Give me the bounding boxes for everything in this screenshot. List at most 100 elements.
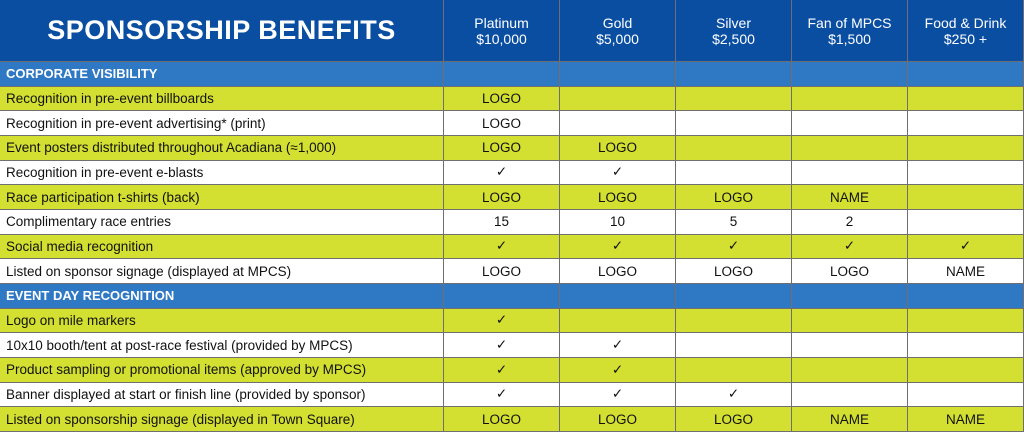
tier-name: Platinum xyxy=(474,14,529,31)
benefit-value: ✓ xyxy=(560,333,676,358)
benefit-value: ✓ xyxy=(560,234,676,260)
benefit-value: LOGO xyxy=(444,86,560,112)
benefit-value xyxy=(908,86,1024,112)
section-header-cell xyxy=(560,283,676,309)
benefit-value: LOGO xyxy=(444,407,560,432)
benefit-value: LOGO xyxy=(676,407,792,432)
section-header-cell xyxy=(444,62,560,87)
benefit-value xyxy=(676,86,792,112)
benefit-value xyxy=(908,382,1024,408)
benefit-value: ✓ xyxy=(444,160,560,186)
benefit-value xyxy=(908,357,1024,383)
benefit-value xyxy=(908,185,1024,210)
benefit-label: Social media recognition xyxy=(0,234,444,260)
section-header-cell xyxy=(792,62,908,87)
benefit-value: 2 xyxy=(792,209,908,235)
tier-price: $10,000 xyxy=(476,30,527,47)
tier-price: $250 + xyxy=(943,30,988,47)
benefit-value: LOGO xyxy=(444,259,560,284)
benefit-value xyxy=(792,382,908,408)
benefit-value xyxy=(676,135,792,161)
benefit-value xyxy=(908,160,1024,186)
tier-name: Food & Drink xyxy=(924,14,1007,31)
benefit-label: Listed on sponsor signage (displayed at … xyxy=(0,259,444,284)
table-title: SPONSORSHIP BENEFITS xyxy=(0,0,444,62)
benefit-value: ✓ xyxy=(560,357,676,383)
tier-name: Fan of MPCS xyxy=(807,14,892,31)
section-header-cell xyxy=(676,62,792,87)
benefit-label: Event posters distributed throughout Aca… xyxy=(0,135,444,161)
benefit-value: ✓ xyxy=(908,234,1024,260)
benefit-value xyxy=(676,357,792,383)
benefit-value xyxy=(676,308,792,334)
tier-price: $2,500 xyxy=(712,30,755,47)
benefit-value xyxy=(676,160,792,186)
benefit-label: Recognition in pre-event advertising* (p… xyxy=(0,111,444,136)
benefit-value: ✓ xyxy=(444,382,560,408)
tier-header: Food & Drink $250 + xyxy=(908,0,1024,62)
benefit-value: ✓ xyxy=(676,382,792,408)
benefit-value: ✓ xyxy=(676,234,792,260)
benefit-value: LOGO xyxy=(444,185,560,210)
benefit-value xyxy=(792,160,908,186)
benefit-label: Recognition in pre-event e-blasts xyxy=(0,160,444,186)
benefit-label: Recognition in pre-event billboards xyxy=(0,86,444,112)
section-header-cell xyxy=(908,283,1024,309)
benefit-value: ✓ xyxy=(444,234,560,260)
section-title: EVENT DAY RECOGNITION xyxy=(0,283,444,309)
benefit-value xyxy=(560,86,676,112)
tier-header: Fan of MPCS $1,500 xyxy=(792,0,908,62)
benefit-value xyxy=(676,111,792,136)
tier-name: Silver xyxy=(715,14,751,31)
benefit-value: ✓ xyxy=(444,333,560,358)
benefit-value: LOGO xyxy=(792,259,908,284)
benefit-label: Banner displayed at start or finish line… xyxy=(0,382,444,408)
benefit-value: 5 xyxy=(676,209,792,235)
benefit-value xyxy=(908,209,1024,235)
benefit-value: ✓ xyxy=(560,382,676,408)
benefit-value: LOGO xyxy=(560,407,676,432)
benefit-value xyxy=(676,333,792,358)
benefit-value: LOGO xyxy=(560,185,676,210)
benefit-value xyxy=(560,308,676,334)
tier-price: $1,500 xyxy=(828,30,871,47)
benefit-value: ✓ xyxy=(560,160,676,186)
benefit-value: LOGO xyxy=(676,185,792,210)
benefit-value: LOGO xyxy=(560,135,676,161)
benefit-label: 10x10 booth/tent at post-race festival (… xyxy=(0,333,444,358)
benefit-value: LOGO xyxy=(444,111,560,136)
benefit-value xyxy=(908,111,1024,136)
benefit-value xyxy=(908,135,1024,161)
benefit-label: Product sampling or promotional items (a… xyxy=(0,357,444,383)
benefit-value xyxy=(792,357,908,383)
tier-header: Silver $2,500 xyxy=(676,0,792,62)
benefit-value xyxy=(560,111,676,136)
benefit-value: LOGO xyxy=(444,135,560,161)
tier-header: Gold $5,000 xyxy=(560,0,676,62)
benefit-value xyxy=(792,308,908,334)
section-header-cell xyxy=(792,283,908,309)
benefit-value: ✓ xyxy=(792,234,908,260)
benefit-value xyxy=(792,111,908,136)
tier-price: $5,000 xyxy=(596,30,639,47)
section-header-cell xyxy=(560,62,676,87)
section-header-cell xyxy=(444,283,560,309)
benefit-value xyxy=(792,333,908,358)
benefit-value: NAME xyxy=(792,185,908,210)
benefit-label: Complimentary race entries xyxy=(0,209,444,235)
benefit-value xyxy=(792,86,908,112)
section-header-cell xyxy=(676,283,792,309)
benefit-value xyxy=(792,135,908,161)
section-header-cell xyxy=(908,62,1024,87)
benefit-label: Race participation t-shirts (back) xyxy=(0,185,444,210)
benefit-value: LOGO xyxy=(560,259,676,284)
benefit-value: ✓ xyxy=(444,357,560,383)
benefit-value: 10 xyxy=(560,209,676,235)
tier-name: Gold xyxy=(602,14,633,31)
tier-header: Platinum $10,000 xyxy=(444,0,560,62)
benefit-value: NAME xyxy=(792,407,908,432)
benefit-value xyxy=(908,308,1024,334)
benefit-value: LOGO xyxy=(676,259,792,284)
benefit-value: 15 xyxy=(444,209,560,235)
